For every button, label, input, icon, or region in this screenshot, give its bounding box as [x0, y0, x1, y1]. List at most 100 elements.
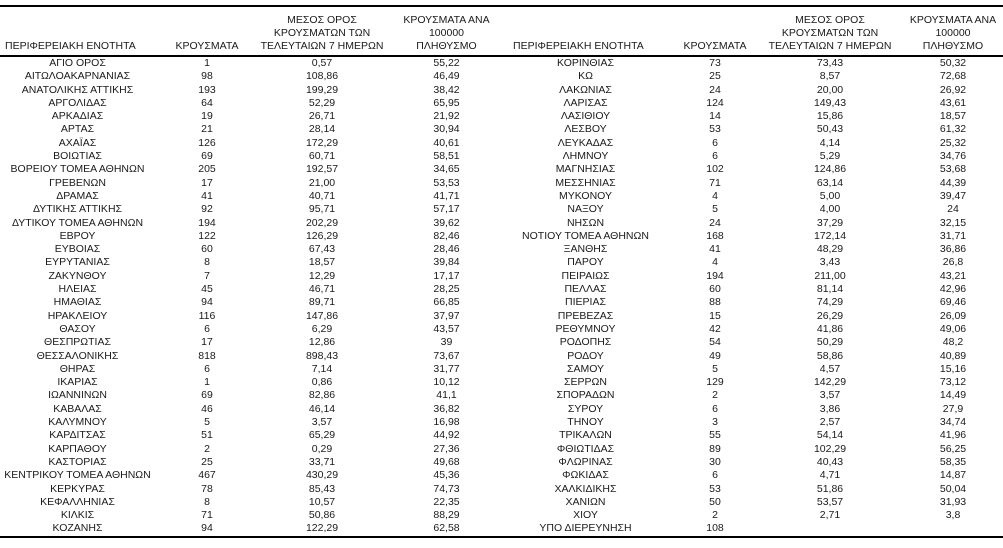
avg7-cell: 172,14: [813, 229, 847, 242]
cases-cell: 6: [204, 362, 210, 375]
region-cell: ΕΥΡΥΤΑΝΙΑΣ: [45, 256, 110, 269]
avg7-cell: 51,86: [816, 482, 844, 495]
avg7-cell: 202,29: [305, 216, 339, 229]
per100k-cell: 40,89: [939, 349, 967, 362]
region-cell: ΛΗΜΝΟΥ: [562, 150, 609, 163]
region-cell: ΤΗΝΟΥ: [567, 416, 604, 429]
region-cell: ΕΒΡΟΥ: [59, 229, 96, 242]
per100k-cell: 34,74: [939, 416, 967, 429]
cases-cell: 4: [712, 189, 718, 202]
avg7-cell: 50,43: [816, 123, 844, 136]
cases-cell: 60: [709, 283, 721, 296]
region-cell: ΠΡΕΒΕΖΑΣ: [557, 309, 614, 322]
table-row: ΑΡΤΑΣ 21 28,14 30,94 ΛΕΣΒΟΥ 53 50,43 61,32: [0, 123, 1003, 136]
table-row: ΚΑΒΑΛΑΣ 46 46,14 36,82 ΣΥΡΟΥ 6 3,86 27,9: [0, 403, 1003, 416]
cases-cell: 71: [709, 176, 721, 189]
table-row: ΚΕΦΑΛΛΗΝΙΑΣ 8 10,57 22,35 ΧΑΝΙΩΝ 50 53,57 31,93: [0, 496, 1003, 509]
per100k-cell: 30,94: [433, 123, 460, 136]
avg7-cell: 12,86: [308, 336, 336, 349]
region-cell: ΗΜΑΘΙΑΣ: [53, 296, 102, 309]
avg7-cell: 41,86: [816, 322, 844, 335]
header-region-left: ΠΕΡΙΦΕΡΕΙΑΚΗ ΕΝΟΤΗΤΑ: [0, 6, 155, 57]
avg7-cell: 58,86: [816, 349, 844, 362]
cases-cell: 129: [706, 376, 724, 389]
region-cell: ΛΕΥΚΑΔΑΣ: [557, 136, 614, 149]
avg7-cell: 102,29: [813, 442, 847, 455]
per100k-cell: 34,76: [939, 150, 967, 163]
cases-cell: 6: [712, 150, 718, 163]
cases-cell: 45: [201, 283, 213, 296]
avg7-cell: 108,86: [305, 70, 339, 83]
cases-cell: 6: [712, 402, 718, 415]
header-avg7-right: ΜΕΣΟΣ ΟΡΟΣ ΚΡΟΥΣΜΑΤΩΝ ΤΩΝ ΤΕΛΕΥΤΑΙΩΝ 7 Η…: [767, 6, 893, 57]
avg7-cell: 4,14: [819, 136, 841, 149]
avg7-cell: 40,71: [308, 189, 336, 202]
region-cell: ΥΠΟ ΔΙΕΡΕΥΝΗΣΗ: [539, 522, 632, 535]
region-cell: ΡΟΔΟΠΗΣ: [559, 336, 612, 349]
cases-cell: 49: [709, 349, 721, 362]
table-row: ΑΡΚΑΔΙΑΣ 19 26,71 21,92 ΛΑΣΙΘΙΟΥ 14 15,86 18,57: [0, 110, 1003, 123]
region-cell: ΜΥΚΟΝΟΥ: [558, 189, 612, 202]
per100k-cell: 65,95: [433, 96, 460, 109]
per100k-cell: 88,29: [433, 509, 460, 522]
cases-cell: 3: [712, 416, 718, 429]
per100k-cell: 56,25: [939, 442, 967, 455]
per100k-cell: 28,25: [433, 283, 460, 296]
cases-cell: 89: [709, 442, 721, 455]
table-row: ΕΒΡΟΥ 122 126,29 82,46 ΝΟΤΙΟΥ ΤΟΜΕΑ ΑΘΗΝΩΝ 16…: [0, 230, 1003, 243]
avg7-cell: 149,43: [813, 96, 847, 109]
per100k-cell: 53,53: [433, 176, 460, 189]
table-row: ΗΛΕΙΑΣ 45 46,71 28,25 ΠΕΛΛΑΣ 60 81,14 42,96: [0, 283, 1003, 296]
region-cell: ΝΑΞΟΥ: [567, 203, 604, 216]
region-cell: ΤΡΙΚΑΛΩΝ: [559, 429, 612, 442]
cases-cell: 73: [709, 57, 721, 69]
region-cell: ΞΑΝΘΗΣ: [563, 243, 608, 256]
region-cell: ΜΕΣΣΗΝΙΑΣ: [555, 176, 616, 189]
table-row: ΙΩΑΝΝΙΝΩΝ 69 82,86 41,1 ΣΠΟΡΑΔΩΝ 2 3,57 14,49: [0, 389, 1003, 402]
region-cell: ΠΕΙΡΑΙΩΣ: [561, 269, 610, 282]
cases-cell: 14: [709, 110, 721, 123]
avg7-cell: 85,43: [308, 482, 336, 495]
per100k-cell: 22,35: [433, 495, 460, 508]
per100k-cell: 62,58: [433, 522, 460, 535]
per100k-cell: 25,32: [939, 136, 967, 149]
avg7-cell: 126,29: [305, 229, 339, 242]
region-cell: ΠΑΡΟΥ: [567, 256, 604, 269]
per100k-cell: 43,61: [939, 96, 967, 109]
per100k-cell: 55,22: [433, 57, 460, 69]
region-cell: ΑΡΤΑΣ: [60, 123, 95, 136]
region-cell: ΘΕΣΠΡΩΤΙΑΣ: [44, 336, 111, 349]
region-cell: ΒΟΡΕΙΟΥ ΤΟΜΕΑ ΑΘΗΝΩΝ: [10, 163, 145, 176]
avg7-cell: 21,00: [308, 176, 336, 189]
region-cell: ΧΑΝΙΩΝ: [565, 495, 606, 508]
per100k-cell: 72,68: [939, 70, 967, 83]
per100k-cell: 18,57: [939, 110, 967, 123]
per100k-cell: 38,42: [433, 83, 460, 96]
region-cell: ΘΗΡΑΣ: [59, 362, 96, 375]
per100k-cell: 49,68: [433, 455, 460, 468]
avg7-cell: 60,71: [308, 150, 336, 163]
region-cell: ΜΑΓΝΗΣΙΑΣ: [555, 163, 616, 176]
avg7-cell: 172,29: [305, 136, 339, 149]
avg7-cell: 89,71: [308, 296, 336, 309]
avg7-cell: 46,14: [308, 402, 336, 415]
region-cell: ΖΑΚΥΝΘΟΥ: [48, 269, 107, 282]
avg7-cell: 4,71: [819, 469, 841, 482]
per100k-cell: 57,17: [433, 203, 460, 216]
header-cases-right: ΚΡΟΥΣΜΑΤΑ: [663, 6, 767, 57]
cases-cell: 50: [709, 495, 721, 508]
table-row: ΘΗΡΑΣ 6 7,14 31,77 ΣΑΜΟΥ 5 4,57 15,16: [0, 363, 1003, 376]
per100k-cell: 58,51: [433, 150, 460, 163]
table-row: ΒΟΙΩΤΙΑΣ 69 60,71 58,51 ΛΗΜΝΟΥ 6 5,29 34,76: [0, 150, 1003, 163]
per100k-cell: 82,46: [433, 229, 460, 242]
avg7-cell: 20,00: [816, 83, 844, 96]
per100k-cell: 26,8: [942, 256, 964, 269]
cases-cell: 69: [201, 150, 213, 163]
cases-cell: 54: [709, 336, 721, 349]
per100k-cell: 16,98: [433, 416, 460, 429]
cases-cell: 94: [201, 522, 213, 535]
avg7-cell: 430,29: [305, 469, 339, 482]
cases-cell: 102: [706, 163, 724, 176]
cases-cell: 53: [709, 123, 721, 136]
cases-cell: 5: [712, 362, 718, 375]
